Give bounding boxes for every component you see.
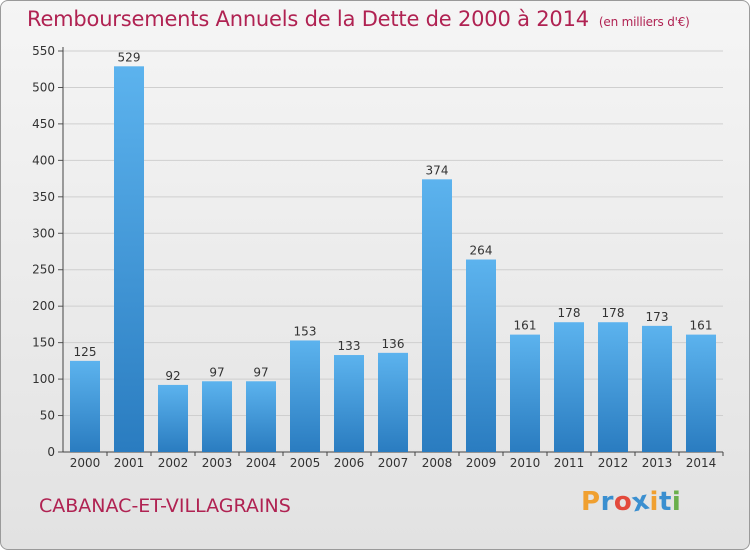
x-tick-label: 2008: [422, 456, 453, 470]
bar-value-label: 153: [294, 324, 317, 338]
x-tick-label: 2003: [202, 456, 233, 470]
y-tick-label: 550: [32, 44, 55, 58]
y-tick-label: 450: [32, 117, 55, 131]
x-tick-label: 2009: [466, 456, 497, 470]
bar: [510, 334, 540, 452]
bar: [202, 381, 232, 452]
y-tick-label: 400: [32, 153, 55, 167]
logo-letter: o: [613, 487, 633, 517]
x-tick-label: 2014: [686, 456, 717, 470]
bar-value-label: 92: [165, 369, 180, 383]
bar-value-label: 161: [514, 319, 537, 333]
x-tick-label: 2011: [554, 456, 585, 470]
bar-value-label: 178: [558, 306, 581, 320]
bar-value-label: 374: [426, 163, 449, 177]
y-tick-label: 350: [32, 190, 55, 204]
bar: [598, 322, 628, 452]
x-tick-label: 2001: [114, 456, 145, 470]
bar: [158, 384, 188, 452]
y-tick-label: 0: [47, 445, 55, 459]
logo-letter: t: [658, 487, 672, 517]
y-tick-label: 150: [32, 336, 55, 350]
chart-title: Remboursements Annuels de la Dette de 20…: [27, 7, 690, 31]
y-tick-label: 250: [32, 263, 55, 277]
bar: [114, 66, 144, 452]
bar-value-label: 97: [209, 365, 224, 379]
x-tick-label: 2004: [246, 456, 277, 470]
bar-value-label: 136: [382, 337, 405, 351]
bar: [70, 360, 100, 452]
x-tick-label: 2000: [70, 456, 101, 470]
bar: [422, 179, 452, 452]
chart-unit: (en milliers d'€): [598, 15, 690, 29]
y-tick-label: 500: [32, 80, 55, 94]
bar: [686, 334, 716, 452]
bar-value-label: 178: [602, 306, 625, 320]
x-tick-label: 2002: [158, 456, 189, 470]
bar-value-label: 133: [338, 339, 361, 353]
y-tick-label: 50: [40, 409, 55, 423]
logo-letter: i: [671, 487, 682, 517]
y-tick-label: 200: [32, 299, 55, 313]
bar: [246, 381, 276, 452]
bar-value-label: 97: [253, 365, 268, 379]
x-tick-label: 2006: [334, 456, 365, 470]
x-tick-label: 2007: [378, 456, 409, 470]
bar: [466, 259, 496, 452]
y-tick-label: 300: [32, 226, 55, 240]
bar-value-label: 161: [690, 319, 713, 333]
chart-title-text: Remboursements Annuels de la Dette de 20…: [27, 7, 589, 31]
bar-value-label: 264: [470, 244, 493, 258]
bar: [290, 340, 320, 452]
bar: [334, 355, 364, 452]
bar: [554, 322, 584, 452]
bar: [642, 325, 672, 452]
logo-letter: P: [581, 487, 601, 517]
x-tick-label: 2010: [510, 456, 541, 470]
bar-value-label: 173: [646, 310, 669, 324]
bar-value-label: 125: [74, 345, 97, 359]
commune-name: CABANAC-ET-VILLAGRAINS: [39, 495, 291, 517]
x-tick-label: 2005: [290, 456, 321, 470]
x-tick-label: 2013: [642, 456, 673, 470]
bar: [378, 352, 408, 452]
x-tick-label: 2012: [598, 456, 629, 470]
logo-letter: i: [649, 487, 659, 517]
bar-value-label: 529: [118, 50, 141, 64]
logo-letter: r: [600, 487, 614, 517]
y-tick-label: 100: [32, 372, 55, 386]
proxiti-logo: Proxiti: [581, 486, 682, 519]
